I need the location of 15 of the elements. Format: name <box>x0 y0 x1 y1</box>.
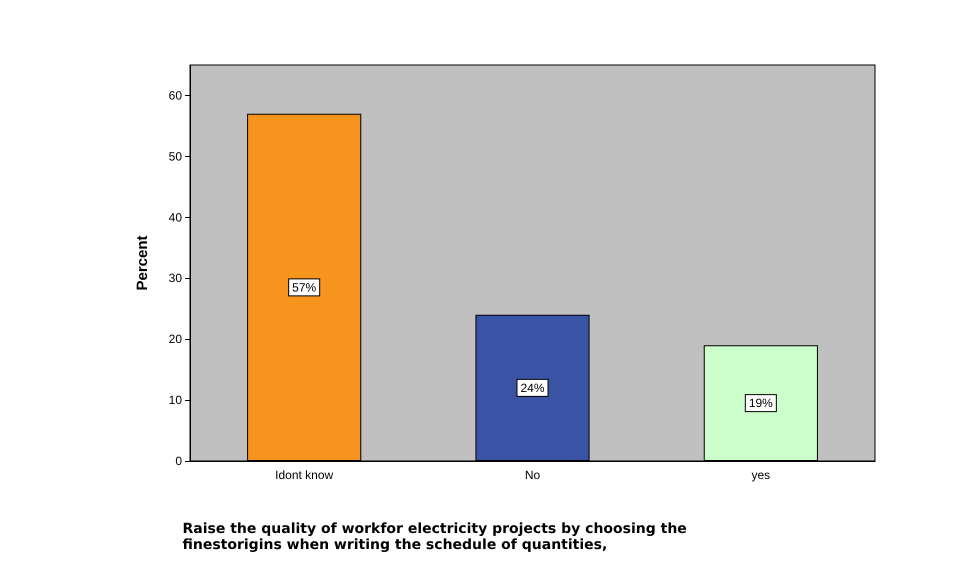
x-tick-label: Idont know <box>275 468 334 482</box>
data-label: 57% <box>292 280 316 294</box>
x-axis-title: Raise the quality of workfor electricity projects by choosing the finestorigins when writing the schedule of quantities, <box>182 521 692 553</box>
data-label: 19% <box>748 396 774 410</box>
data-label: 24% <box>520 380 545 395</box>
y-tick-label: 60 <box>168 88 182 102</box>
y-tick-label: 20 <box>168 332 182 346</box>
y-axis-title: Percent <box>134 235 151 291</box>
y-tick-label: 0 <box>175 454 182 468</box>
y-tick-label: 40 <box>168 210 182 224</box>
y-tick-label: 10 <box>168 393 182 408</box>
x-tick-label: No <box>524 468 540 482</box>
y-tick-label: 30 <box>168 271 182 286</box>
y-tick-label: 50 <box>168 149 182 164</box>
x-tick-label: yes <box>751 468 770 482</box>
